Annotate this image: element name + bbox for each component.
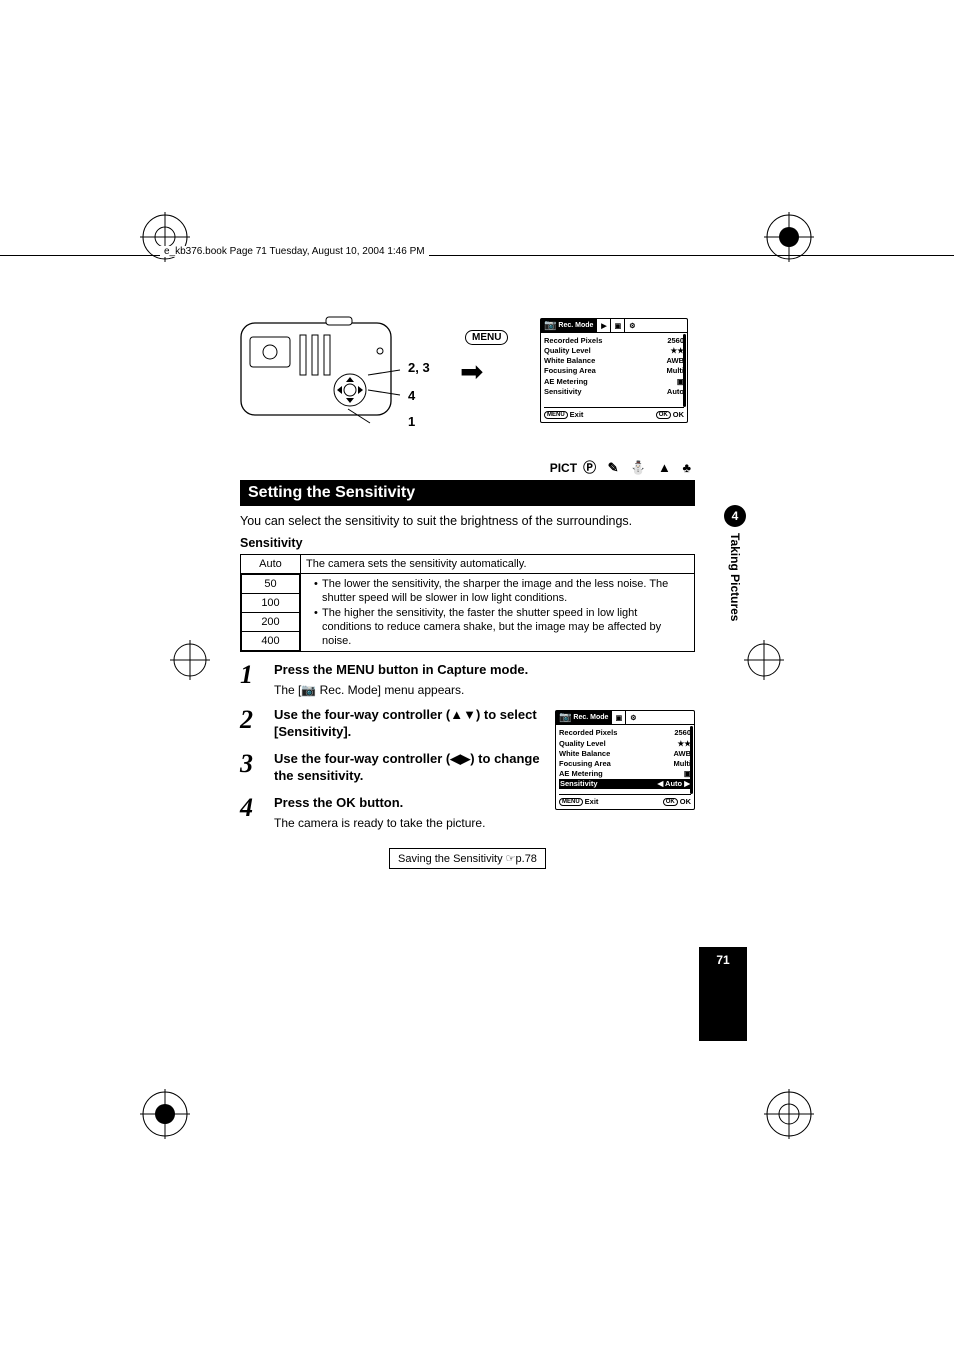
header-rule [0,255,954,256]
lcd-row: AE Metering▣ [544,377,684,387]
lcd-row: Sensitivity◀ Auto ▶ [559,779,691,789]
lcd-small: 📷 Rec. Mode ▣ ⚙ Recorded Pixels2560Quali… [555,710,695,810]
table-row: Auto [241,555,301,574]
table-row: 50 [242,575,300,594]
reg-mark-br [764,1089,814,1139]
running-header: e_kb376.book Page 71 Tuesday, August 10,… [160,246,429,257]
lcd-main: 📷 Rec. Mode ▶ ▣ ⚙ Recorded Pixels2560Qua… [540,318,688,423]
lcd-row: Recorded Pixels2560 [559,728,691,738]
reg-mark-bl [140,1089,190,1139]
lcd-row: Focusing AreaMulti [559,759,691,769]
step-1: 1 Press the MENU button in Capture mode.… [240,662,695,697]
lcd-row: White BalanceAWB [559,749,691,759]
figure-camera-menu: 2, 3 4 1 MENU ➡ 📷 Rec. Mode ▶ ▣ ⚙ Record… [240,310,695,455]
lcd-row: Focusing AreaMulti [544,366,684,376]
callout-4: 4 [408,388,415,403]
lcd-row: AE Metering▣ [559,769,691,779]
intro-text: You can select the sensitivity to suit t… [240,514,695,528]
mode-icons-row: PICTⓅ ✎ ⛄ ▲ ♣ [240,457,695,476]
lcd-row: Quality Level★★ [544,346,684,356]
chapter-number: 4 [724,505,746,527]
lcd-row: White BalanceAWB [544,356,684,366]
table-bullet: The higher the sensitivity, the faster t… [314,606,689,649]
menu-button-label: MENU [465,330,508,345]
callout-1: 1 [408,414,415,429]
page-number: 71 [699,947,747,1041]
reg-mark-mr [744,640,784,680]
table-subhead: Sensitivity [240,536,695,550]
table-row: 200 [242,613,300,632]
reg-mark-ml [170,640,210,680]
save-reference: Saving the Sensitivity ☞p.78 [389,848,546,869]
arrow-icon: ➡ [460,355,483,388]
lcd-tab-active: Rec. Mode [558,322,593,329]
table-auto-desc: The camera sets the sensitivity automati… [301,555,695,574]
lcd-row: SensitivityAuto [544,387,684,397]
table-row: 400 [242,632,300,651]
lcd-row: Recorded Pixels2560 [544,336,684,346]
lcd-row: Quality Level★★ [559,739,691,749]
sensitivity-table: Auto The camera sets the sensitivity aut… [240,554,695,652]
section-heading: Setting the Sensitivity [240,480,695,506]
chapter-tab: 4 Taking Pictures [723,505,747,621]
callout-2-3: 2, 3 [408,360,430,375]
chapter-label: Taking Pictures [728,533,742,621]
camera-illustration [240,315,405,425]
table-row: 100 [242,594,300,613]
table-bullet: The lower the sensitivity, the sharper t… [314,577,689,606]
